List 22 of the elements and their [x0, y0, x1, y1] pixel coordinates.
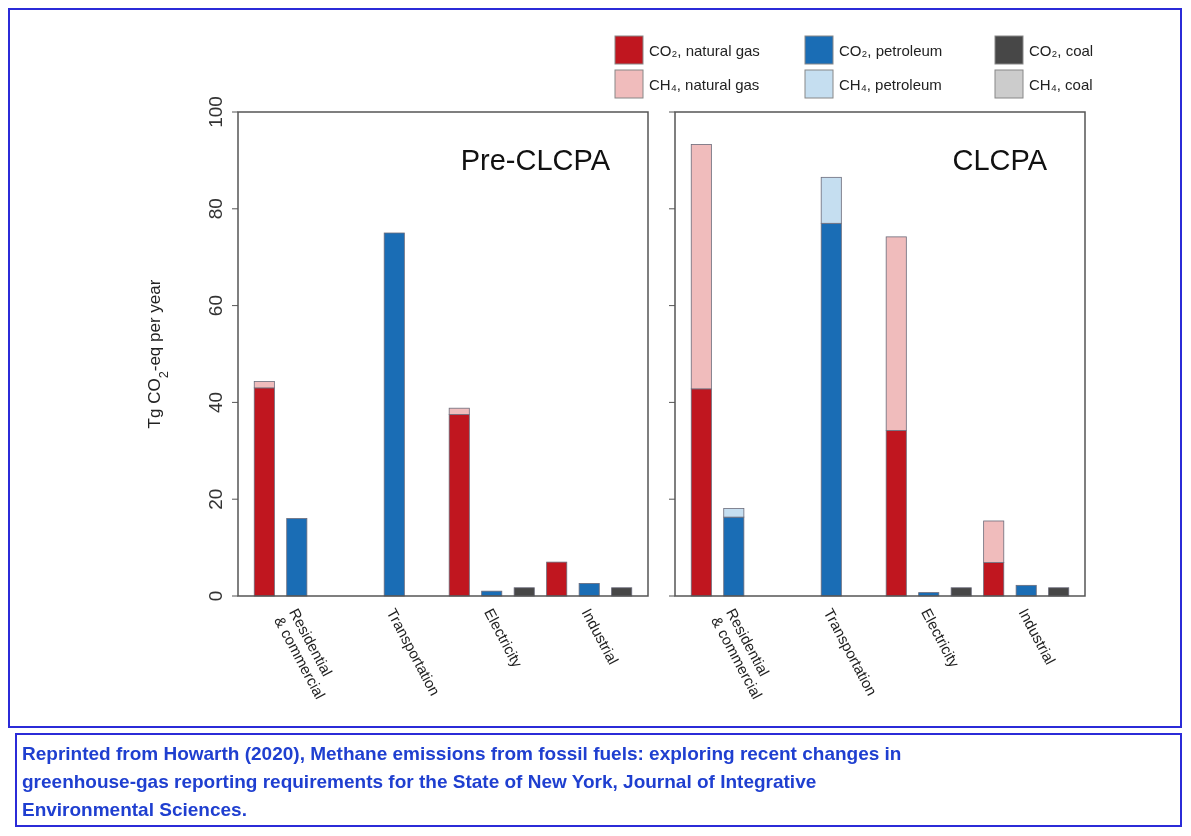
text: CLCPA: [952, 144, 1048, 176]
y-tick-label: 40: [205, 391, 226, 413]
bar: [546, 561, 568, 597]
bar: [286, 518, 308, 597]
y-tick-label: 80: [205, 198, 226, 220]
bar: [578, 583, 600, 597]
text: Pre-CLCPA: [460, 144, 611, 176]
y-tick-label: 0: [205, 590, 226, 602]
bar: [513, 587, 535, 597]
legend-label: CH₄, natural gas: [649, 76, 760, 93]
y-tick-label: 100: [205, 96, 226, 128]
legend-label: CO₂, natural gas: [649, 42, 760, 59]
text: Reprinted from Howarth (2020), Methane emissions from fossil fuels: exploring recent changes in greenhouse-gas reporting requirements for the State of New York, Journal of Integrative Environmental Sciences.: [22, 743, 902, 820]
legend-label: CH₄, coal: [1029, 76, 1093, 93]
legend-label: CH₄, petroleum: [839, 76, 942, 93]
y-tick-label: 60: [205, 295, 226, 317]
y-tick-label: 20: [205, 488, 226, 510]
bar: [383, 232, 405, 597]
bar: [950, 587, 972, 597]
legend-label: CO₂, petroleum: [839, 42, 943, 59]
legend-label: CO₂, coal: [1029, 42, 1094, 59]
bar: [1015, 584, 1037, 597]
